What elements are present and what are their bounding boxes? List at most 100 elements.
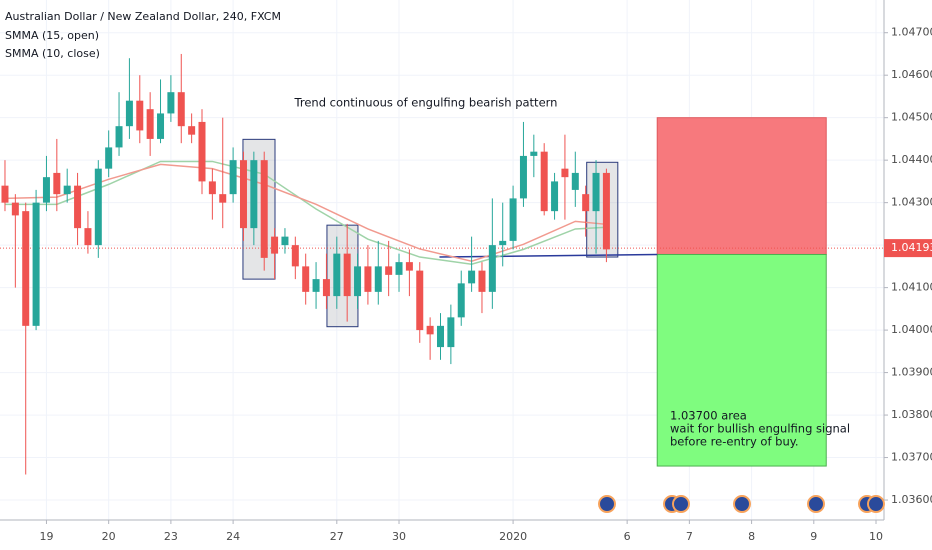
overlays	[0, 160, 884, 266]
indicator-label: SMMA (10, close)	[5, 47, 100, 60]
candle-body	[405, 262, 413, 271]
indicator-label: SMMA (15, open)	[5, 29, 99, 42]
candle-body	[395, 262, 403, 275]
candle-body	[602, 172, 610, 250]
y-tick-label: 1.04700	[891, 26, 932, 39]
annotation: Trend continuous of engulfing bearish pa…	[294, 96, 558, 110]
candle-body	[343, 253, 351, 297]
candle-body	[488, 245, 496, 292]
x-tick-label: 23	[164, 530, 178, 543]
candle-body	[229, 160, 237, 195]
x-tick-label: 8	[748, 530, 755, 543]
candle-body	[94, 168, 102, 246]
candle-body	[239, 160, 247, 229]
y-tick-label: 1.03900	[891, 366, 932, 379]
candle-body	[322, 279, 330, 297]
y-tick-label: 1.04100	[891, 281, 932, 294]
candle-body	[63, 185, 71, 195]
candle-body	[457, 283, 465, 318]
event-icon	[598, 495, 616, 513]
candle-body	[302, 266, 310, 292]
event-icon	[867, 495, 885, 513]
annotation: before re-entry of buy.	[670, 435, 799, 449]
trend-line	[439, 253, 658, 258]
candle-body	[499, 240, 507, 246]
target-zone	[656, 253, 827, 467]
x-tick-label: 24	[226, 530, 240, 543]
axes: 1.03600 1.03700 1.03800 1.03900 1.04000 1.041…	[39, 26, 932, 543]
x-tick-label: 6	[624, 530, 631, 543]
candle-body	[540, 151, 548, 212]
annotation: 1.03700 area	[670, 409, 747, 423]
x-tick-label: 30	[392, 530, 406, 543]
candle-body	[53, 172, 61, 195]
event-icon	[672, 495, 690, 513]
smma-line	[4, 160, 607, 266]
smma-line	[4, 163, 607, 263]
highlight-box	[586, 161, 619, 258]
annotation: wait for bullish engulfing signal	[670, 422, 850, 436]
candle-body	[260, 160, 268, 258]
candle-body	[42, 177, 50, 203]
candle-body	[84, 228, 92, 246]
candle-body	[177, 92, 185, 127]
candle-body	[136, 100, 144, 131]
x-tick-label: 2020	[499, 530, 527, 543]
x-tick-label: 7	[686, 530, 693, 543]
candle-body	[416, 270, 424, 331]
candle-body	[250, 160, 258, 229]
x-tick-label: 20	[102, 530, 116, 543]
candle-body	[374, 266, 382, 292]
event-icon	[733, 495, 751, 513]
candle-body	[561, 168, 569, 178]
y-tick-label: 1.03700	[891, 451, 932, 464]
candle-body	[468, 270, 476, 284]
candle-body	[333, 253, 341, 297]
candle-body	[426, 325, 434, 335]
candle-body	[447, 317, 455, 348]
event-icon	[807, 495, 825, 513]
candle-body	[354, 266, 362, 297]
candle-body	[32, 202, 40, 326]
candle-body	[22, 211, 30, 326]
y-tick-label: 1.03600	[891, 493, 932, 506]
candle-body	[582, 194, 590, 212]
y-tick-label: 1.03800	[891, 408, 932, 421]
candle-body	[1, 185, 9, 203]
x-tick-label: 9	[810, 530, 817, 543]
candle-body	[74, 185, 82, 229]
candle-body	[592, 172, 600, 212]
candle-body	[11, 202, 19, 216]
x-tick-label: 10	[869, 530, 883, 543]
x-tick-label: 19	[39, 530, 53, 543]
candle-body	[509, 198, 517, 241]
candle-body	[125, 100, 133, 127]
candle-body	[519, 155, 527, 199]
y-tick-label: 1.04600	[891, 68, 932, 81]
candle-body	[146, 109, 154, 139]
candle-body	[551, 181, 559, 212]
candle-body	[198, 121, 206, 182]
highlight-box	[242, 138, 276, 280]
y-tick-label: 1.04500	[891, 111, 932, 124]
y-tick-label: 1.04400	[891, 153, 932, 166]
candle-body	[271, 236, 279, 254]
y-tick-label: 1.04000	[891, 323, 932, 336]
candle-body	[312, 279, 320, 292]
stop-zone	[656, 117, 827, 255]
candle-body	[167, 92, 175, 114]
chart-title: Australian Dollar / New Zealand Dollar, …	[5, 10, 281, 23]
x-tick-label: 27	[330, 530, 344, 543]
drawings	[242, 117, 827, 467]
last-price-label: 1.04193	[891, 241, 932, 254]
candle-body	[364, 266, 372, 292]
candle-body	[530, 151, 538, 156]
candle-body	[219, 194, 227, 203]
candle-body	[571, 172, 579, 190]
candle-body	[105, 147, 113, 169]
highlight-box	[326, 224, 359, 328]
event-icons	[598, 495, 885, 513]
candle-body	[436, 325, 444, 348]
